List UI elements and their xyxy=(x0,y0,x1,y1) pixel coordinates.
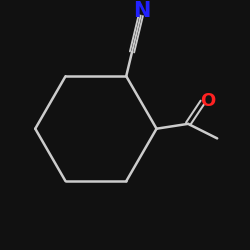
Text: O: O xyxy=(200,92,216,110)
Text: N: N xyxy=(133,1,151,21)
